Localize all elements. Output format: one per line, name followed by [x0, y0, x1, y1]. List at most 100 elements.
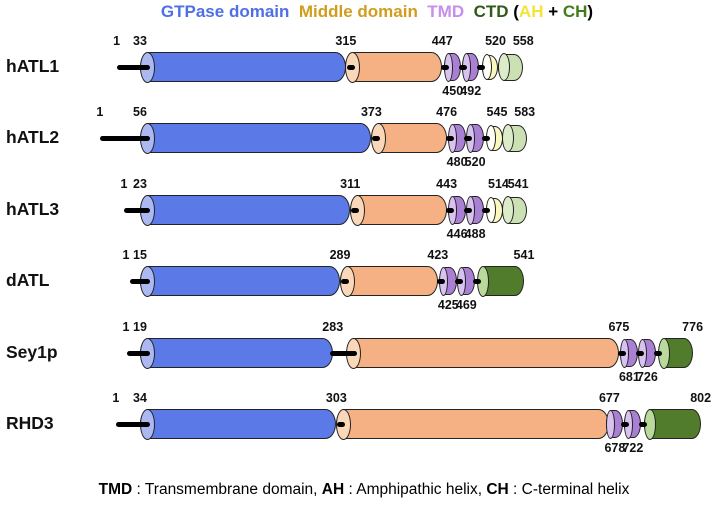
linker-dot	[346, 64, 355, 70]
n-terminal-line	[129, 278, 150, 284]
linker-dot	[436, 278, 445, 284]
residue-label: 520	[485, 34, 506, 48]
n-terminal-line	[99, 135, 150, 141]
residue-label: 476	[436, 105, 458, 119]
legend-item	[418, 2, 427, 21]
residue-label: 34	[133, 391, 147, 405]
tmd-residue-label: 678	[604, 441, 626, 455]
tmd-residue-label: 488	[464, 227, 486, 241]
linker-dot	[351, 207, 360, 213]
tmd-helix-disc-end-cap	[605, 409, 615, 439]
ch-cylinder-end-cap	[497, 53, 510, 81]
residue-label: 677	[598, 391, 620, 405]
legend-item: (	[513, 2, 519, 21]
residue-label: 1	[122, 320, 130, 334]
linker-dot	[445, 207, 454, 213]
ch-cylinder-end-cap	[502, 124, 515, 152]
ch-cylinder	[658, 337, 693, 369]
legend-item	[289, 2, 298, 21]
caption-part: : C-terminal helix	[508, 481, 630, 498]
linker-dot	[481, 207, 490, 213]
middle-domain-cylinder	[345, 51, 443, 83]
linker-dot	[617, 350, 626, 356]
linker-dot	[337, 421, 346, 427]
residue-label: 315	[335, 34, 357, 48]
residue-label: 289	[329, 248, 351, 262]
protein-name: hATL1	[6, 56, 60, 76]
middle-domain-cylinder	[349, 194, 447, 226]
linker-dot	[472, 278, 481, 284]
gtpase-domain-cylinder	[139, 408, 337, 440]
residue-label: 514	[487, 177, 509, 191]
tmd-residue-label: 492	[460, 84, 482, 98]
tmd-residue-label: 726	[636, 370, 658, 384]
tmd-residue-label: 425	[437, 298, 459, 312]
legend-item: )	[587, 2, 594, 21]
residue-label: 283	[322, 320, 344, 334]
gtpase-domain-cylinder	[139, 337, 333, 369]
middle-domain-cylinder	[339, 265, 438, 297]
residue-label: 311	[340, 177, 361, 191]
linker-dot	[341, 278, 350, 284]
residue-label: 23	[133, 177, 147, 191]
caption-part: TMD	[98, 481, 133, 498]
middle-domain-cylinder	[346, 337, 619, 369]
caption-part: AH	[321, 481, 345, 498]
tmd-residue-label: 480	[446, 155, 468, 169]
ch-cylinder	[497, 53, 524, 81]
residue-label: 776	[682, 320, 704, 334]
tmd-residue-label: 722	[622, 441, 644, 455]
protein-name: RHD3	[6, 413, 54, 433]
protein-name: hATL2	[6, 127, 60, 147]
ch-cylinder	[477, 265, 524, 297]
caption-part: : Amphipathic helix,	[344, 481, 487, 498]
residue-label: 303	[325, 391, 347, 405]
tmd-residue-label: 446	[446, 227, 468, 241]
legend-item: Middle domain	[298, 2, 418, 21]
linker-dot	[463, 135, 472, 141]
linker-dot	[477, 64, 486, 70]
linker-dot	[372, 135, 381, 141]
linker-dot	[441, 64, 450, 70]
gtpase-domain-cylinder	[139, 122, 372, 154]
residue-label: 1	[112, 391, 120, 405]
tmd-residue-label: 520	[464, 155, 486, 169]
caption-part: : Transmembrane domain,	[132, 481, 322, 498]
linker-dot	[463, 207, 472, 213]
residue-label: 33	[133, 34, 147, 48]
linker-dot	[445, 135, 454, 141]
residue-label: 545	[486, 105, 508, 119]
residue-label: 423	[427, 248, 449, 262]
linker-dot	[459, 64, 468, 70]
middle-domain-cylinder	[370, 122, 447, 154]
legend-item: +	[543, 2, 563, 21]
caption-part: CH	[486, 481, 509, 498]
legend-item: CH	[562, 2, 588, 21]
linker-dot	[454, 278, 463, 284]
residue-label: 675	[608, 320, 630, 334]
legend-item: CTD	[473, 2, 514, 21]
n-terminal-line	[126, 350, 150, 356]
protein-name: dATL	[6, 270, 50, 290]
residue-label: 19	[133, 320, 147, 334]
ch-cylinder-end-cap	[502, 196, 515, 224]
residue-label: 15	[133, 248, 147, 262]
tmd-helix-disc	[605, 409, 624, 439]
ch-cylinder	[643, 408, 701, 440]
linker-dot	[653, 350, 662, 356]
residue-label: 1	[113, 34, 121, 48]
ch-cylinder	[502, 124, 527, 152]
tmd-residue-label: 681	[618, 370, 640, 384]
residue-label: 443	[436, 177, 458, 191]
tmd-residue-label: 450	[442, 84, 464, 98]
inter-domain-linker-line	[329, 350, 357, 356]
residue-label: 541	[513, 248, 535, 262]
abbreviation-caption: TMD : Transmembrane domain, AH : Amphipa…	[0, 481, 728, 499]
linker-dot	[481, 135, 490, 141]
